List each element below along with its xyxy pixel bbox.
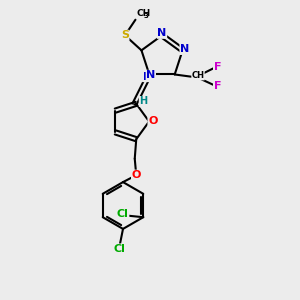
Text: N: N bbox=[180, 44, 189, 54]
Text: Cl: Cl bbox=[113, 244, 125, 254]
Text: N: N bbox=[146, 70, 155, 80]
Text: S: S bbox=[121, 30, 129, 40]
Text: N: N bbox=[158, 28, 166, 38]
Text: H: H bbox=[139, 97, 147, 106]
Text: F: F bbox=[214, 82, 221, 92]
Text: F: F bbox=[214, 62, 221, 72]
Text: Cl: Cl bbox=[117, 209, 129, 219]
Text: O: O bbox=[132, 170, 141, 180]
Text: CH: CH bbox=[136, 9, 151, 18]
Text: CH: CH bbox=[191, 71, 205, 80]
Text: O: O bbox=[148, 116, 158, 127]
Text: N: N bbox=[142, 72, 152, 82]
Text: 3: 3 bbox=[143, 14, 148, 20]
